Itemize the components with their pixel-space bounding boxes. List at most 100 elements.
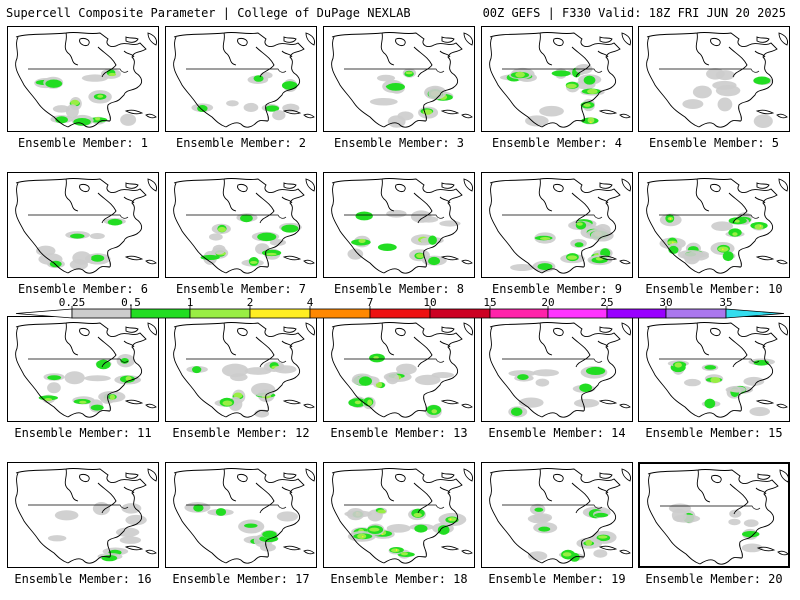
coastline <box>303 259 315 265</box>
coastline <box>173 326 227 418</box>
page-title: Supercell Composite Parameter | College … <box>6 6 411 20</box>
coastline <box>728 192 748 224</box>
coastline <box>125 182 139 189</box>
ensemble-member-map[interactable] <box>7 316 159 422</box>
coastline <box>97 192 117 224</box>
us-canada-border <box>659 68 760 73</box>
coastline <box>281 196 293 204</box>
ensemble-member-map[interactable] <box>165 172 317 278</box>
scale-bin-2 <box>130 308 191 319</box>
us-canada-border <box>502 358 603 363</box>
scp-contour <box>70 233 85 239</box>
scp-contour <box>369 97 398 106</box>
coastline <box>597 340 609 348</box>
scp-contour <box>281 81 298 90</box>
coastline <box>646 326 700 418</box>
coastline <box>553 474 564 482</box>
ensemble-member-map[interactable] <box>638 316 790 422</box>
ensemble-member-map[interactable] <box>165 316 317 422</box>
us-canada-border <box>502 214 603 219</box>
scp-contour <box>753 114 773 129</box>
coastline <box>599 36 613 43</box>
scp-contour <box>413 512 422 518</box>
coastline <box>173 36 227 128</box>
coastline <box>15 326 69 418</box>
ensemble-member-map[interactable] <box>323 462 475 568</box>
coastline <box>439 486 451 494</box>
coastline <box>303 403 315 409</box>
coastline <box>413 46 433 78</box>
ensemble-member-map[interactable] <box>7 462 159 568</box>
scp-contour <box>721 248 724 251</box>
coastline <box>331 321 463 412</box>
coastline <box>64 468 79 502</box>
coastline <box>461 403 473 409</box>
scp-contour <box>589 121 592 123</box>
scp-contour <box>595 256 604 261</box>
ensemble-member-map[interactable] <box>638 172 790 278</box>
scp-contour <box>405 71 413 75</box>
ensemble-member-map[interactable] <box>7 26 159 132</box>
coastline <box>754 196 766 204</box>
scp-contour <box>753 76 771 85</box>
ensemble-member-map[interactable] <box>481 316 633 422</box>
scp-contour <box>109 394 116 400</box>
coastline <box>756 36 770 43</box>
coastline <box>97 482 117 514</box>
scp-contour <box>276 511 299 522</box>
scale-bin-8 <box>489 308 549 319</box>
scp-contour <box>704 365 717 370</box>
us-canada-border <box>28 358 129 363</box>
coastline <box>776 403 788 409</box>
scp-contour <box>562 552 572 557</box>
ensemble-member-map[interactable] <box>323 172 475 278</box>
coastline <box>380 468 395 502</box>
scp-contour <box>533 513 553 523</box>
scp-contour <box>212 244 226 255</box>
coastline <box>776 259 788 265</box>
ensemble-member-map[interactable] <box>638 462 790 568</box>
scp-contour <box>712 80 737 90</box>
map-canvas <box>489 321 631 418</box>
scp-contour <box>754 224 764 230</box>
member-caption: Ensemble Member: 10 <box>645 282 783 296</box>
scp-contour <box>45 79 63 88</box>
ensemble-member-map[interactable] <box>165 462 317 568</box>
coastline <box>15 472 69 564</box>
coastline <box>282 109 302 115</box>
scale-bin-0 <box>15 308 73 319</box>
coastline <box>711 475 722 483</box>
ensemble-member-map[interactable] <box>481 26 633 132</box>
coastline <box>571 482 591 514</box>
scp-contour <box>240 214 253 223</box>
coastline <box>698 410 742 418</box>
coastline <box>463 32 473 46</box>
ensemble-member-map[interactable] <box>323 316 475 422</box>
ensemble-member-map[interactable] <box>165 26 317 132</box>
coastline <box>331 182 385 274</box>
coastline <box>646 31 778 122</box>
coastline <box>222 32 237 66</box>
coastline <box>710 38 721 46</box>
scp-contour <box>532 369 559 377</box>
scp-contour <box>357 533 367 539</box>
coastline <box>755 399 775 405</box>
ensemble-member-map[interactable] <box>481 462 633 568</box>
ensemble-member-map[interactable] <box>323 26 475 132</box>
scp-contour <box>587 117 595 124</box>
scp-contour <box>373 356 379 359</box>
coastline <box>621 178 631 192</box>
ensemble-member-map[interactable] <box>481 172 633 278</box>
scp-contour <box>590 229 614 242</box>
coastline <box>125 36 139 43</box>
scp-contour <box>90 404 104 411</box>
ensemble-member-map[interactable] <box>638 26 790 132</box>
coastline <box>255 482 275 514</box>
ensemble-member-map[interactable] <box>7 172 159 278</box>
scale-tick-label: 7 <box>366 296 374 309</box>
scp-contour <box>672 241 674 244</box>
scp-contour <box>538 526 551 532</box>
scp-contour <box>579 383 593 393</box>
coastline <box>283 326 297 333</box>
coastline <box>97 336 117 368</box>
